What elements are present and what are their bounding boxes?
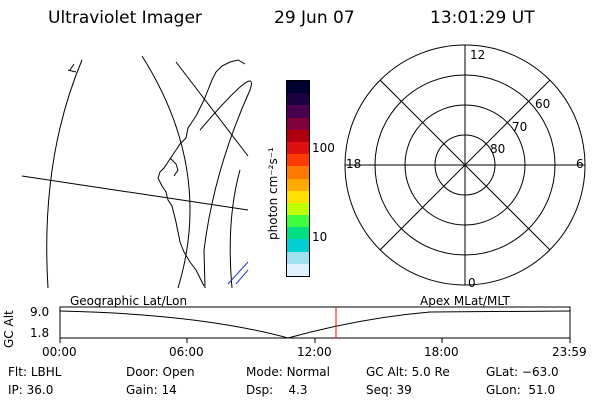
timeline-x-tick-2359: 23:59 xyxy=(552,345,587,359)
timeline-apex-label: Apex MLat/MLT xyxy=(420,294,510,308)
info-seq: Seq: 39 xyxy=(366,383,412,397)
timeline-y-tick-high: 9.0 xyxy=(30,305,50,319)
info-dsp: Dsp: 4.3 xyxy=(246,383,308,397)
timeline-geographic-label: Geographic Lat/Lon xyxy=(70,294,188,308)
polar-label-18: 18 xyxy=(346,157,362,171)
app-title: Ultraviolet Imager xyxy=(48,8,202,28)
colorbar-swatch xyxy=(287,129,309,142)
colorbar-swatch xyxy=(287,154,309,167)
color-scale-bar xyxy=(286,80,310,277)
polar-label-0: 0 xyxy=(468,276,476,290)
timeline-x-tick-1800: 18:00 xyxy=(424,345,459,359)
polar-label-6: 6 xyxy=(576,157,584,171)
colorbar-swatch xyxy=(287,178,309,191)
colorbar-swatch xyxy=(287,190,309,203)
polar-label-80: 80 xyxy=(490,142,506,156)
info-door: Door: Open xyxy=(126,365,195,379)
colorbar-swatch xyxy=(287,81,309,94)
colorbar-swatch xyxy=(287,202,309,216)
info-ip: IP: 36.0 xyxy=(8,383,54,397)
info-mode: Mode: Normal xyxy=(246,365,330,379)
timeline-y-tick-low: 1.8 xyxy=(30,326,50,340)
colorbar-swatch xyxy=(287,227,309,240)
info-gc-alt: GC Alt: 5.0 Re xyxy=(366,365,450,379)
colorbar-swatch xyxy=(287,141,309,155)
colorbar-swatch xyxy=(287,93,309,106)
colorbar-unit-label: photon cm⁻²s⁻¹ xyxy=(266,147,280,240)
polar-label-12: 12 xyxy=(470,48,486,62)
timeline-axis-label: GC Alt xyxy=(2,310,16,348)
timeline-x-tick-0600: 06:00 xyxy=(169,345,204,359)
colorbar-tick-10: 10 xyxy=(312,230,328,244)
timeline-x-tick-0000: 00:00 xyxy=(42,345,77,359)
timeline-x-tick-1200: 12:00 xyxy=(297,345,332,359)
info-glon: GLon: 51.0 xyxy=(486,383,556,397)
info-glat: GLat: −63.0 xyxy=(486,365,559,379)
colorbar-swatch xyxy=(287,117,309,130)
info-gain: Gain: 14 xyxy=(126,383,177,397)
colorbar-swatch xyxy=(287,105,309,118)
colorbar-swatch xyxy=(287,215,309,228)
time-label: 13:01:29 UT xyxy=(430,8,535,28)
colorbar-swatch xyxy=(287,251,309,264)
polar-label-70: 70 xyxy=(512,120,528,134)
colorbar-swatch xyxy=(287,166,309,179)
info-filter: Flt: LBHL xyxy=(8,365,62,379)
polar-label-60: 60 xyxy=(535,97,551,111)
colorbar-swatch xyxy=(287,239,309,252)
colorbar-swatch xyxy=(287,263,309,276)
date-label: 29 Jun 07 xyxy=(274,8,355,28)
colorbar-tick-100: 100 xyxy=(312,141,335,155)
